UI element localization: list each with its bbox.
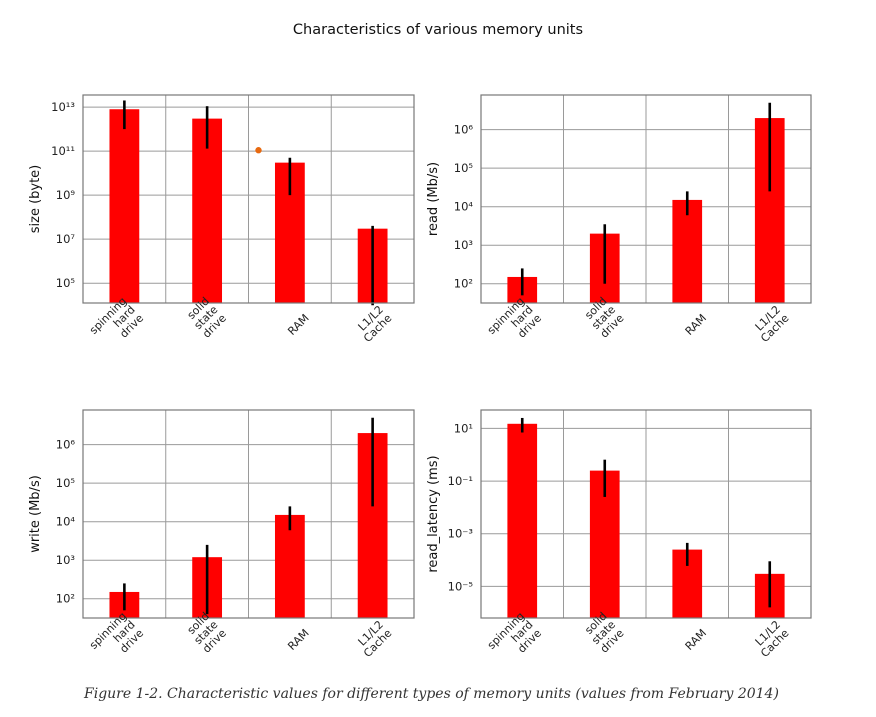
y-tick-label: 10² bbox=[56, 592, 75, 606]
plot-frame bbox=[82, 409, 415, 619]
y-tick-label: 10⁻³ bbox=[448, 527, 474, 541]
bar bbox=[109, 109, 140, 304]
y-axis-label: write (Mb/s) bbox=[28, 475, 43, 553]
x-tick-label: solidstatedrive bbox=[581, 609, 627, 655]
y-axis-label: read_latency (ms) bbox=[426, 455, 441, 572]
x-tick-label: RAM bbox=[683, 312, 709, 338]
y-tick-label: 10⁻⁵ bbox=[448, 579, 474, 593]
y-tick-label: 10⁷ bbox=[56, 232, 76, 246]
plot-frame bbox=[82, 94, 415, 304]
x-tick-label: RAM bbox=[285, 312, 311, 338]
y-tick-label: 10¹ bbox=[454, 421, 473, 435]
y-tick-label: 10¹¹ bbox=[51, 144, 75, 158]
y-tick-label: 10⁵ bbox=[454, 161, 474, 175]
y-tick-label: 10⁻¹ bbox=[448, 474, 473, 488]
x-tick-label: solidstatedrive bbox=[581, 294, 627, 340]
x-tick-label: L1/L2Cache bbox=[353, 618, 395, 660]
figure-title: Characteristics of various memory units bbox=[292, 22, 584, 38]
x-tick-label: RAM bbox=[683, 627, 709, 653]
bar bbox=[672, 199, 703, 303]
y-tick-label: 10⁵ bbox=[56, 276, 76, 290]
annotation-point bbox=[255, 147, 262, 154]
plot-frame bbox=[480, 94, 812, 304]
bar bbox=[507, 423, 538, 618]
y-axis-label: size (byte) bbox=[28, 165, 43, 234]
y-axis-label: read (Mb/s) bbox=[426, 162, 441, 236]
y-tick-label: 10³ bbox=[454, 238, 474, 252]
x-tick-label: L1/L2Cache bbox=[353, 303, 395, 345]
x-tick-label: solidstatedrive bbox=[183, 294, 229, 340]
y-tick-label: 10⁵ bbox=[56, 476, 76, 490]
bar bbox=[192, 118, 223, 303]
plot-frame bbox=[480, 409, 812, 619]
y-tick-label: 10⁴ bbox=[454, 200, 474, 214]
y-tick-label: 10⁶ bbox=[454, 123, 474, 137]
x-tick-label: L1/L2Cache bbox=[750, 303, 792, 345]
y-tick-label: 10² bbox=[454, 277, 473, 291]
x-tick-label: solidstatedrive bbox=[183, 609, 229, 655]
y-tick-label: 10⁴ bbox=[56, 515, 76, 529]
y-tick-label: 10⁹ bbox=[56, 188, 76, 202]
bar bbox=[274, 514, 305, 618]
y-tick-label: 10⁶ bbox=[56, 438, 76, 452]
figure-caption: Figure 1-2. Characteristic values for di… bbox=[84, 686, 779, 702]
x-tick-label: L1/L2Cache bbox=[750, 618, 792, 660]
x-tick-label: RAM bbox=[285, 627, 311, 653]
y-tick-label: 10¹³ bbox=[51, 100, 75, 114]
y-tick-label: 10³ bbox=[56, 553, 76, 567]
